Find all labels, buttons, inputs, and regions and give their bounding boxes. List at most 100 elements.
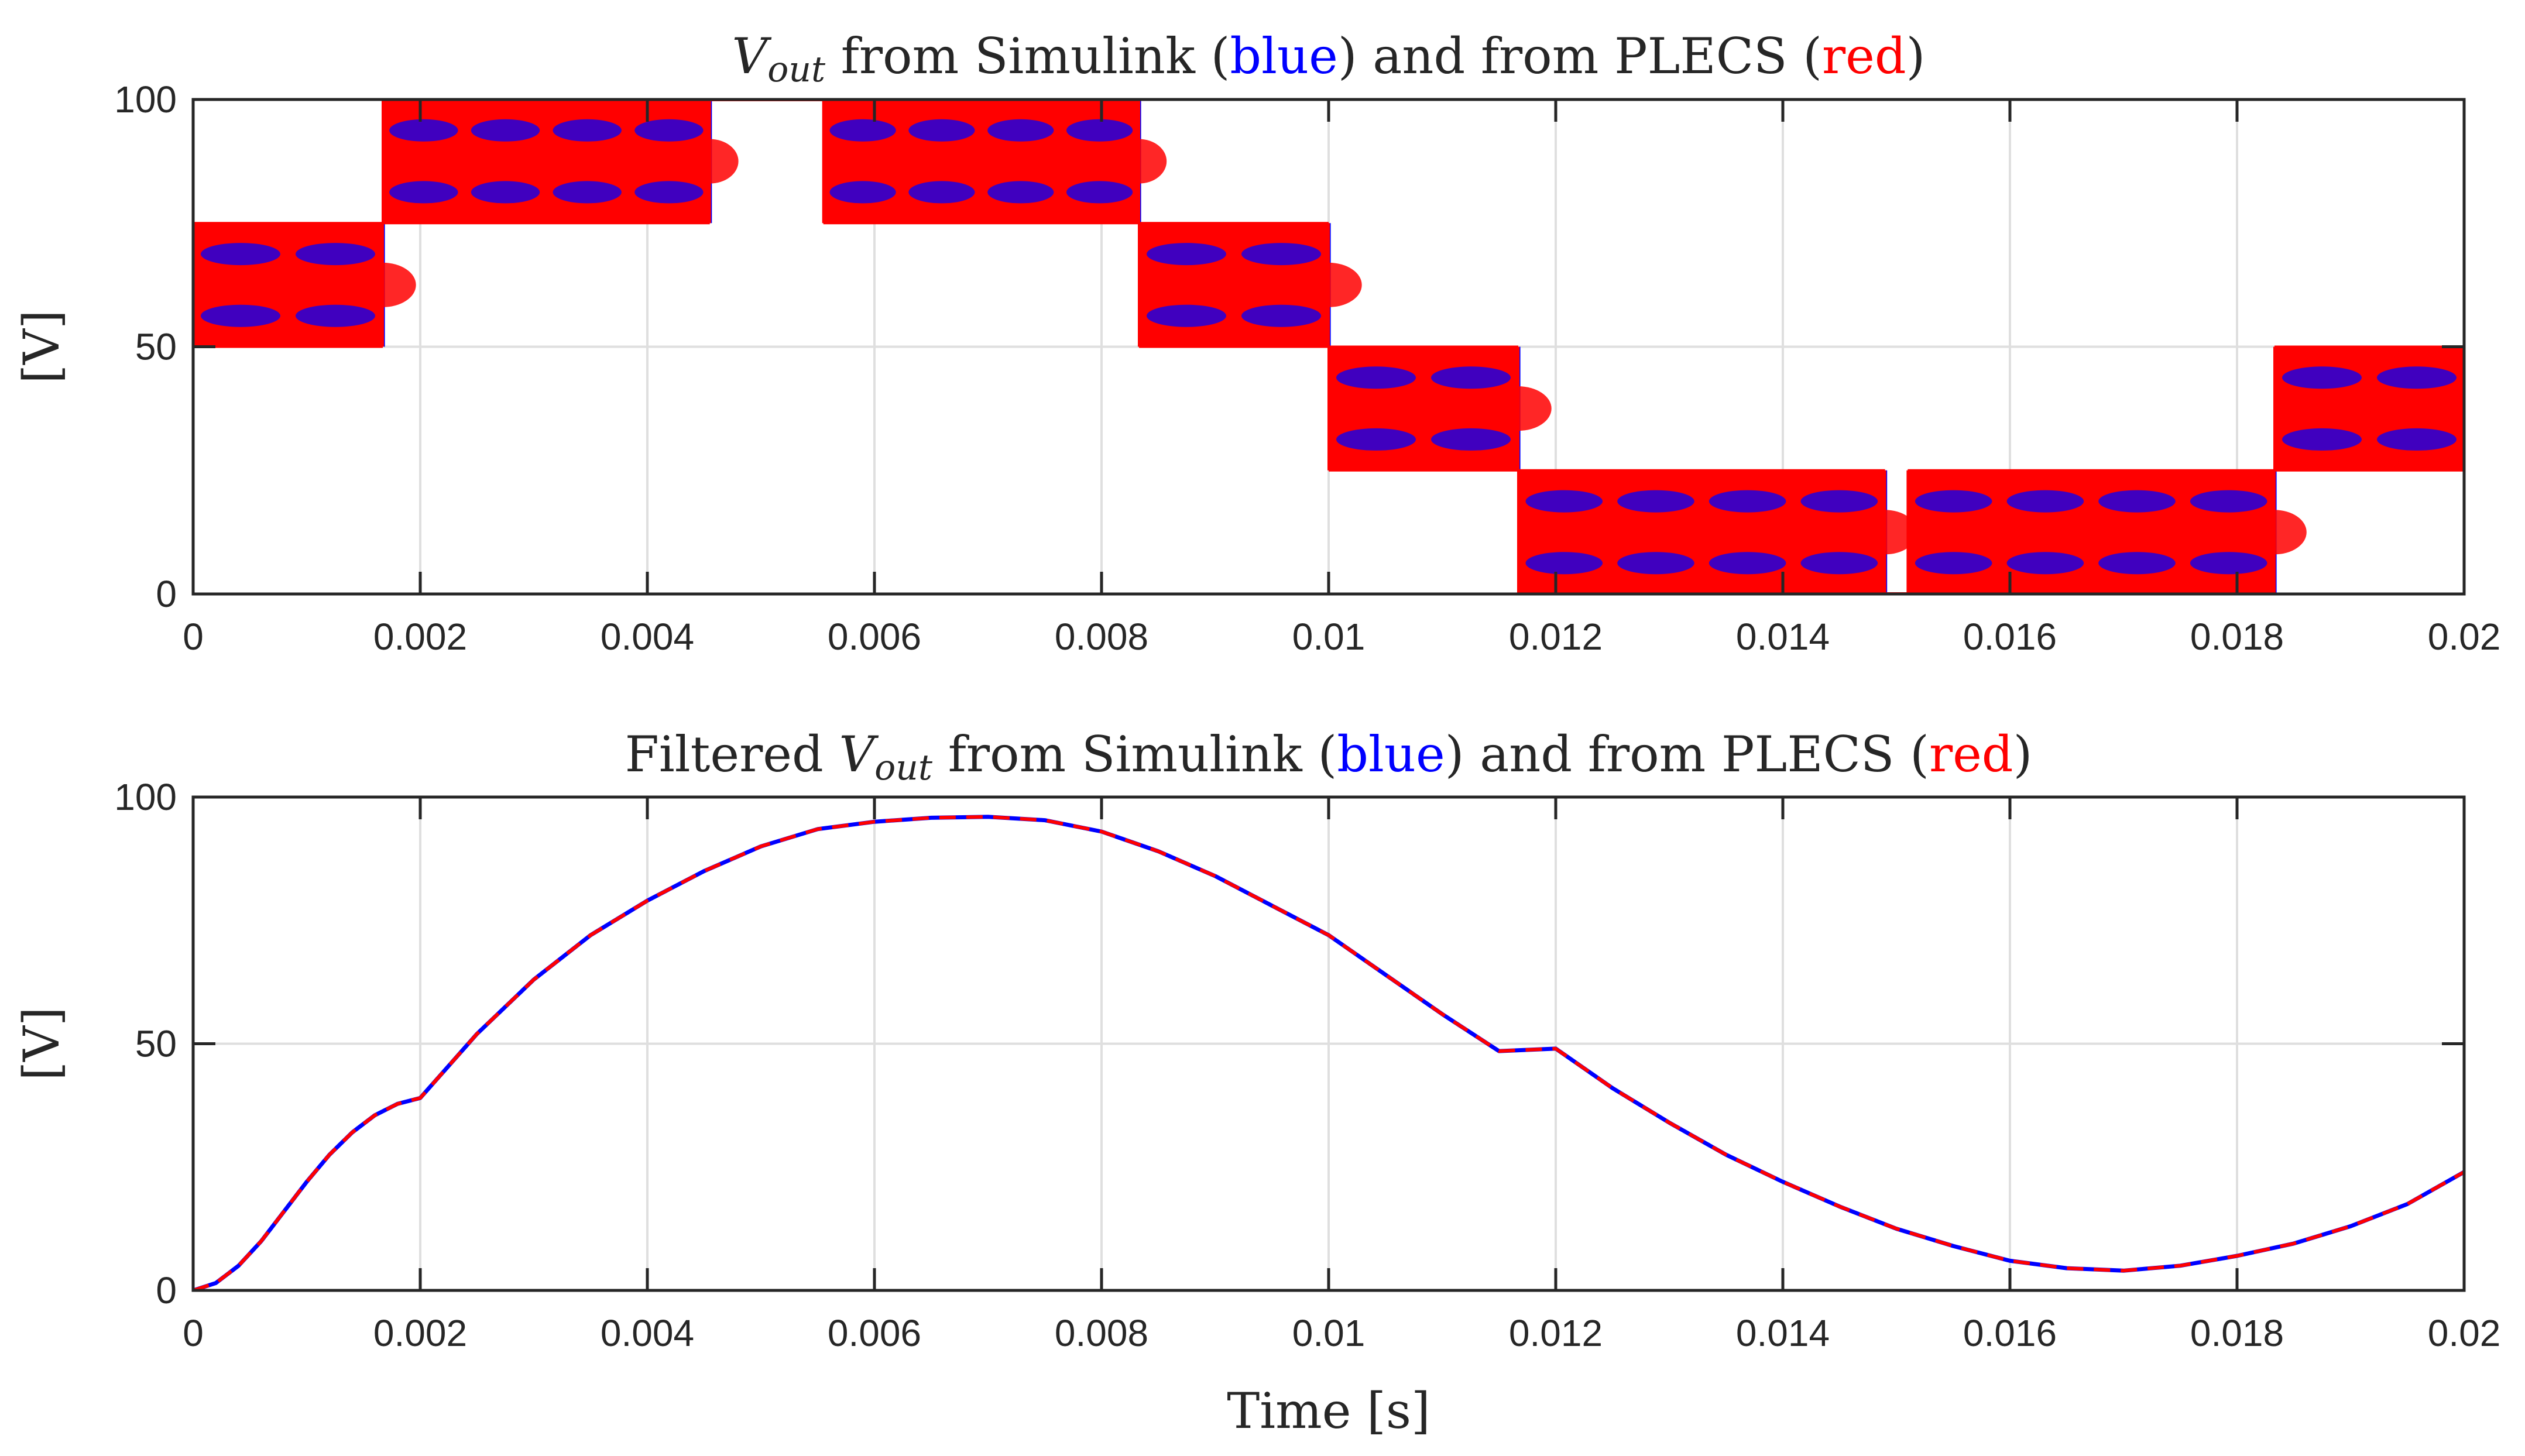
title-part: V: [839, 726, 879, 783]
pwm-pattern-blue: [1617, 490, 1694, 513]
pwm-pattern-blue: [1525, 552, 1603, 575]
pwm-segment: [1327, 345, 1552, 472]
pwm-pattern-red: [2242, 510, 2307, 555]
y-axis-label: [V]: [13, 310, 70, 383]
x-tick-label: 0.008: [1055, 1312, 1148, 1354]
x-tick-label: 0.01: [1292, 1312, 1366, 1354]
pwm-pattern-blue: [908, 181, 975, 204]
pwm-pattern-blue: [1431, 428, 1511, 451]
pwm-pattern-blue: [2098, 490, 2176, 513]
x-tick-label: 0.016: [1963, 1312, 2057, 1354]
pwm-pattern-red: [255, 262, 321, 307]
pwm-pattern-blue: [1800, 490, 1878, 513]
pwm-pattern-blue: [2190, 552, 2267, 575]
pwm-pattern-blue: [1800, 552, 1878, 575]
y-tick-label: 50: [135, 326, 177, 368]
x-tick-label: 0.006: [828, 616, 921, 658]
x-tick-label: 0.02: [2428, 1312, 2501, 1354]
pwm-segment: [193, 222, 416, 348]
pwm-pattern-blue: [1709, 552, 1786, 575]
pwm-pattern-red: [349, 262, 416, 307]
title-part: red: [1822, 28, 1906, 85]
x-tick-label: 0.012: [1509, 1312, 1603, 1354]
chart-title: Vout from Simulink (blue) and from PLECS…: [732, 28, 1926, 90]
x-tick-label: 0.008: [1055, 616, 1148, 658]
pwm-pattern-blue: [1915, 490, 1992, 513]
pwm-pattern-blue: [389, 181, 458, 204]
y-tick-label: 100: [114, 78, 177, 121]
x-tick-label: 0.016: [1963, 616, 2057, 658]
x-tick-label: 0: [183, 616, 204, 658]
pwm-pattern-blue: [201, 243, 280, 266]
pwm-pattern-blue: [2377, 428, 2457, 451]
pwm-pattern-red: [1669, 510, 1734, 555]
x-tick-label: 0.014: [1736, 1312, 1830, 1354]
x-tick-label: 0.018: [2190, 1312, 2284, 1354]
pwm-pattern-red: [1111, 139, 1167, 184]
series-line-plecs: [193, 815, 2464, 1290]
chart-vout-raw: 0 0.002 0.004 0.006 0.008 0.01 0.012 0.014 0.016…: [13, 28, 2500, 658]
x-tick-label: 0: [183, 1312, 204, 1354]
pwm-pattern-red: [2059, 510, 2123, 555]
pwm-pattern-red: [2150, 510, 2215, 555]
chart-title: Filtered Vout from Simulink (blue) and f…: [625, 726, 2033, 788]
pwm-segment: [382, 99, 739, 225]
title-part: ) and from PLECS (: [1445, 726, 1929, 783]
pwm-pattern-blue: [1336, 366, 1416, 389]
pwm-pattern-red: [435, 139, 493, 184]
title-part: ): [1906, 28, 1926, 85]
pwm-pattern-blue: [1241, 243, 1321, 266]
x-tick-label: 0.02: [2428, 616, 2501, 658]
chart-vout-filtered: 0 0.002 0.004 0.006 0.008 0.01 0.012 0.014 0.016…: [13, 726, 2500, 1440]
title-part: from Simulink (: [932, 726, 1337, 783]
title-part: out: [874, 747, 933, 788]
y-tick-label: 50: [135, 1023, 177, 1065]
data-layer: [193, 99, 2464, 594]
pwm-pattern-blue: [471, 119, 540, 142]
pwm-pattern-blue: [1336, 428, 1416, 451]
pwm-pattern-blue: [1709, 490, 1786, 513]
pwm-pattern-blue: [1915, 552, 1992, 575]
title-part: red: [1929, 726, 2013, 783]
pwm-pattern-blue: [2190, 490, 2267, 513]
pwm-pattern-blue: [2282, 428, 2362, 451]
pwm-pattern-red: [1485, 386, 1552, 431]
pwm-pattern-blue: [471, 181, 540, 204]
pwm-pattern-blue: [908, 119, 975, 142]
pwm-pattern-red: [1390, 386, 1457, 431]
data-layer: [193, 815, 2464, 1290]
pwm-pattern-blue: [553, 119, 622, 142]
pwm-pattern-blue: [2282, 366, 2362, 389]
pwm-pattern-blue: [1525, 490, 1603, 513]
pwm-pattern-blue: [1066, 119, 1133, 142]
x-tick-label: 0.012: [1509, 616, 1603, 658]
pwm-pattern-red: [953, 139, 1009, 184]
pwm-pattern-red: [517, 139, 575, 184]
pwm-pattern-blue: [634, 181, 704, 204]
pwm-segment: [1138, 222, 1362, 348]
pwm-pattern-blue: [634, 119, 704, 142]
pwm-pattern-blue: [201, 304, 280, 327]
title-part: Filtered: [625, 726, 839, 783]
pwm-pattern-blue: [553, 181, 622, 204]
pwm-pattern-red: [599, 139, 657, 184]
pwm-pattern-blue: [829, 181, 896, 204]
pwm-segment: [2273, 345, 2464, 472]
pwm-pattern-blue: [2098, 552, 2176, 575]
x-tick-label: 0.004: [601, 1312, 694, 1354]
title-part: ): [2013, 726, 2033, 783]
pwm-segment: [1906, 469, 2307, 594]
pwm-segment: [822, 99, 1167, 225]
pwm-pattern-red: [1852, 510, 1917, 555]
x-tick-label: 0.014: [1736, 616, 1830, 658]
pwm-pattern-blue: [2006, 552, 2084, 575]
pwm-pattern-blue: [1431, 366, 1511, 389]
pwm-pattern-red: [1967, 510, 2032, 555]
x-tick-label: 0.002: [373, 1312, 467, 1354]
title-part: blue: [1230, 28, 1337, 85]
pwm-pattern-red: [1295, 262, 1362, 307]
title-part: V: [732, 28, 772, 85]
x-tick-label: 0.01: [1292, 616, 1366, 658]
y-tick-label: 0: [156, 1269, 177, 1311]
y-tick-label: 100: [114, 776, 177, 818]
